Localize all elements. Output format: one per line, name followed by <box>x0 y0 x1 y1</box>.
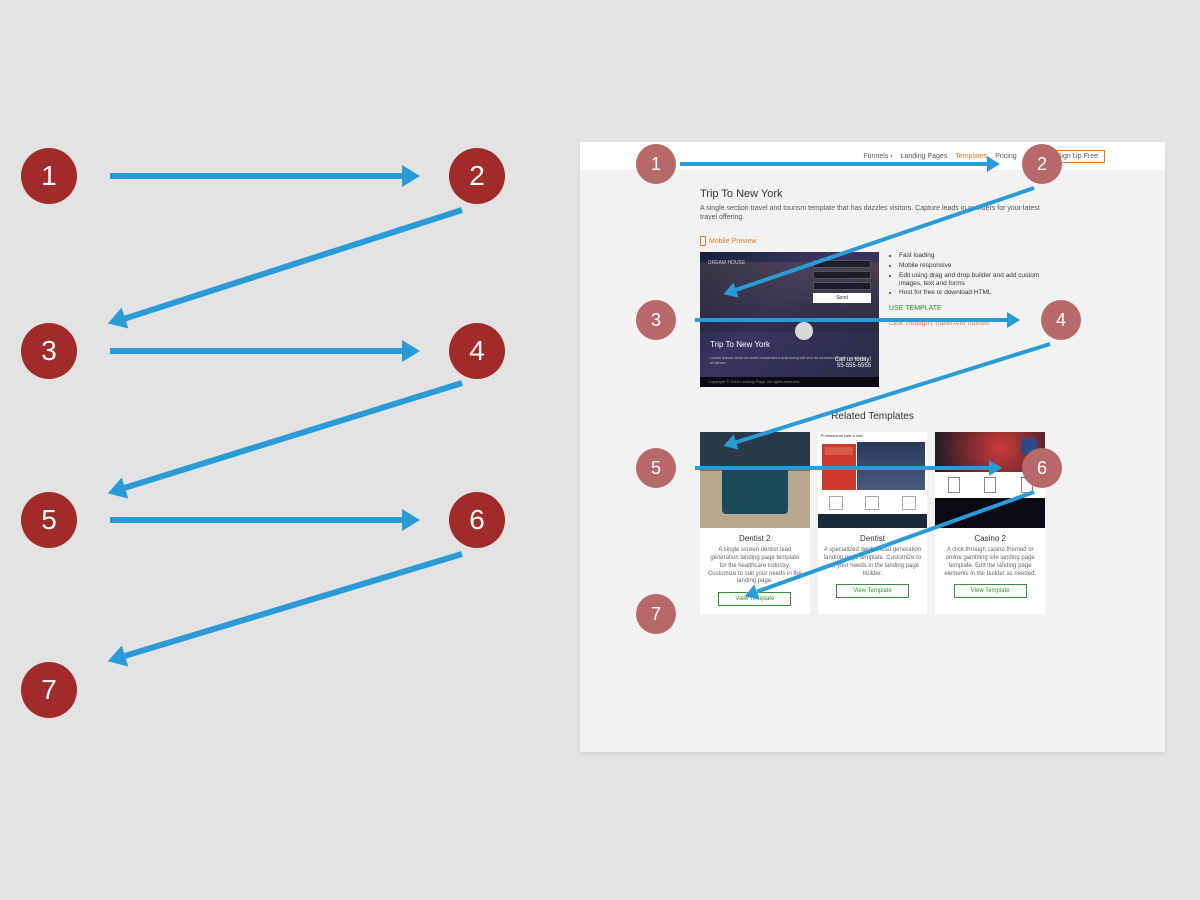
arrow-head-icon <box>1007 312 1020 328</box>
form-field[interactable] <box>813 282 871 290</box>
arrow-head-icon <box>402 340 420 362</box>
step-circle-2: 2 <box>449 148 505 204</box>
flow-arrow <box>124 551 463 659</box>
step-circle-6: 6 <box>449 492 505 548</box>
flow-arrow <box>695 318 1007 322</box>
flow-arrow <box>695 466 989 470</box>
arrow-head-icon <box>987 156 1000 172</box>
form-field[interactable] <box>813 271 871 279</box>
call-number: 55-555-5555 <box>835 363 871 369</box>
card-strip <box>818 514 928 528</box>
arrow-head-icon <box>105 477 129 503</box>
step-circle-1: 1 <box>636 144 676 184</box>
flow-arrow <box>124 380 463 490</box>
card-desc: A click through casino themed or online … <box>941 547 1039 578</box>
card-title: Dentist 2 <box>706 534 804 543</box>
template-card[interactable]: Professional safe & fast Dentist A speci… <box>818 432 928 614</box>
view-template-button[interactable]: View Template <box>836 584 909 598</box>
flow-arrow <box>124 207 463 321</box>
hero-call: Call us today! 55-555-5555 <box>835 357 871 369</box>
nav-item[interactable]: Landing Pages <box>901 153 948 160</box>
step-circle-3: 3 <box>21 323 77 379</box>
flow-arrow <box>110 517 402 523</box>
card-body: Dentist A specialized dentist lead gener… <box>818 528 928 606</box>
use-template-button[interactable]: USE TEMPLATE <box>889 305 1045 312</box>
feature-item: Fast loading <box>899 252 1045 260</box>
top-nav: Funnels › Landing Pages Templates Pricin… <box>863 150 1105 163</box>
card-body: Casino 2 A click through casino themed o… <box>935 528 1045 606</box>
arrow-head-icon <box>402 165 420 187</box>
step-circle-7: 7 <box>21 662 77 718</box>
arrow-head-icon <box>105 645 129 671</box>
nav-item[interactable]: Funnels › <box>863 153 892 160</box>
feature-item: Host for free or download HTML <box>899 289 1045 297</box>
form-submit[interactable]: Send <box>813 293 871 303</box>
webpage-screenshot: Sunny Funnels › Landing Pages Templates … <box>580 142 1165 752</box>
step-circle-6: 6 <box>1022 448 1062 488</box>
related-title: Related Templates <box>580 411 1165 422</box>
step-circle-5: 5 <box>636 448 676 488</box>
step-circle-3: 3 <box>636 300 676 340</box>
phone-icon <box>700 236 706 246</box>
card-thumbnail <box>700 432 810 528</box>
card-title: Casino 2 <box>941 534 1039 543</box>
step-circle-2: 2 <box>1022 144 1062 184</box>
hero-brand: DREAM HOUSE <box>708 260 745 266</box>
nav-item[interactable]: Templates <box>955 153 987 160</box>
arrow-head-icon <box>989 460 1002 476</box>
hero-form: Send <box>813 260 871 303</box>
flow-arrow <box>110 348 402 354</box>
arrow-head-icon <box>105 308 129 334</box>
hero-title: Trip To New York <box>710 340 770 349</box>
flow-arrow <box>110 173 402 179</box>
mobile-preview-label: Mobile Preview <box>709 238 756 245</box>
page-title: Trip To New York <box>700 188 1045 200</box>
step-circle-5: 5 <box>21 492 77 548</box>
card-icons <box>818 496 928 510</box>
hero-footer: Copyright © 2016 Landing Page. All right… <box>700 377 879 387</box>
hero-badge <box>795 322 813 340</box>
feature-item: Edit using drag and drop builder and add… <box>899 272 1045 288</box>
feature-item: Mobile responsive <box>899 262 1045 270</box>
view-template-button[interactable]: View Template <box>954 584 1027 598</box>
flow-arrow <box>680 162 987 166</box>
step-circle-7: 7 <box>636 594 676 634</box>
card-topbar: Professional safe & fast <box>818 432 928 440</box>
page-body: Trip To New York A single section travel… <box>580 170 1165 387</box>
step-circle-4: 4 <box>1041 300 1081 340</box>
page-subtitle: A single section travel and tourism temp… <box>700 204 1045 222</box>
arrow-head-icon <box>402 509 420 531</box>
step-circle-4: 4 <box>449 323 505 379</box>
card-thumbnail: Professional safe & fast <box>818 432 928 528</box>
step-circle-1: 1 <box>21 148 77 204</box>
diagram-canvas: Sunny Funnels › Landing Pages Templates … <box>0 0 1200 900</box>
